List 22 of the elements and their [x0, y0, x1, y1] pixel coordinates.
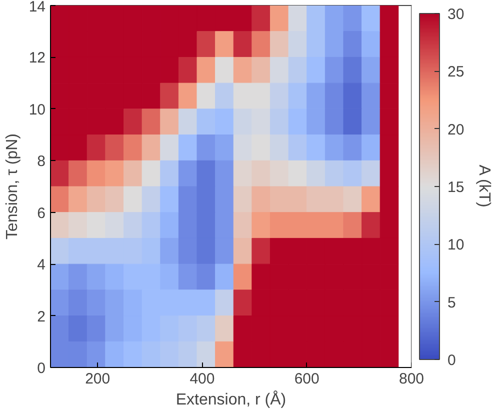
y-tick-label: 10 — [28, 101, 46, 118]
color-bar-label: 5 — [448, 294, 456, 312]
x-tick-label: 400 — [190, 370, 215, 388]
x-tick-label: 200 — [85, 370, 110, 388]
x-axis-title: Extension, r (Å) — [176, 390, 286, 408]
y-tick-label: 12 — [28, 50, 46, 67]
color-bar-label: 0 — [448, 352, 456, 369]
color-bar-label: 25 — [448, 64, 464, 81]
y-tick-label: 4 — [37, 256, 46, 274]
color-bar-label: 15 — [448, 179, 464, 196]
y-tick-label: 0 — [37, 360, 46, 377]
x-tick-label: 800 — [398, 370, 424, 388]
y-tick-label: 14 — [28, 0, 46, 16]
color-bar-label: 10 — [448, 236, 464, 254]
y-axis-title: Tension, τ (pN) — [4, 134, 21, 240]
color-bar-title: A (kT) — [476, 164, 492, 208]
y-tick-label: 6 — [37, 204, 46, 222]
color-bar-label: 20 — [448, 121, 464, 138]
color-bar-label: 30 — [448, 6, 464, 23]
x-tick-label: 600 — [294, 370, 320, 388]
y-tick-label: 2 — [37, 308, 46, 326]
y-tick-label: 8 — [37, 153, 46, 170]
